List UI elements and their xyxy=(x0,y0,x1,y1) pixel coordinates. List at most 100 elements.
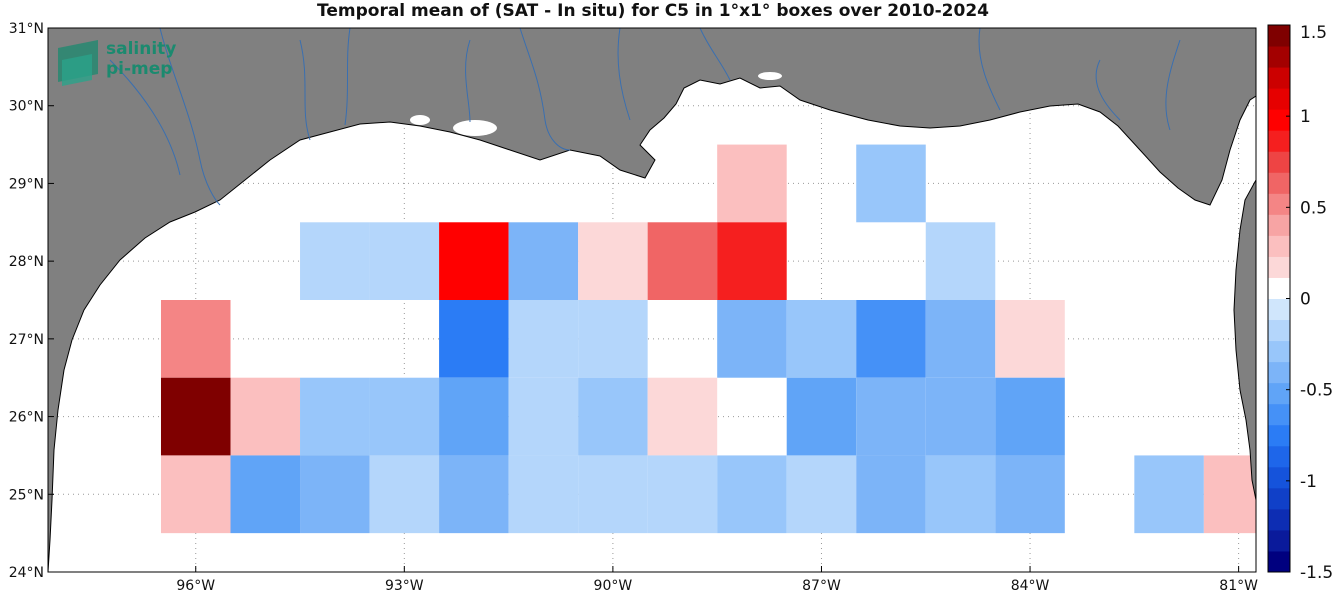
x-tick-label-4: 84°W xyxy=(1011,578,1050,594)
heatmap-cell-18 xyxy=(995,300,1065,378)
heatmap-cell-14 xyxy=(717,300,787,378)
y-axis-ticks: 24°N 25°N 26°N 27°N 28°N 29°N 30°N 31°N xyxy=(9,21,54,581)
y-tick-label-4: 28°N xyxy=(9,254,44,270)
colorbar-segment-24 xyxy=(1268,46,1290,68)
colorbar-segment-10 xyxy=(1268,340,1290,363)
land-layer xyxy=(48,28,1256,572)
colorbar-segment-25 xyxy=(1268,25,1290,47)
colorbar-segment-12 xyxy=(1268,298,1290,321)
heatmap-cell-12 xyxy=(508,300,579,378)
colorbar-segment-16 xyxy=(1268,214,1290,236)
colorbar-tick-label-5: -1 xyxy=(1300,472,1317,492)
colorbar-tick-label-3: 0 xyxy=(1300,290,1311,310)
y-tick-label-7: 31°N xyxy=(9,21,44,37)
heatmap-cell-0 xyxy=(717,144,787,223)
x-tick-label-3: 87°W xyxy=(802,578,841,594)
heatmap-cell-45 xyxy=(1203,455,1256,534)
colorbar-segment-23 xyxy=(1268,67,1290,89)
heatmap-cell-27 xyxy=(786,377,857,456)
x-axis-ticks: 96°W 93°W 90°W 87°W 84°W 81°W xyxy=(176,566,1258,594)
heatmap-cell-6 xyxy=(578,222,648,300)
colorbar-segment-13 xyxy=(1268,277,1290,299)
colorbar-segment-11 xyxy=(1268,319,1290,342)
colorbar-segment-20 xyxy=(1268,130,1290,152)
logo-line1: salinity xyxy=(106,39,176,59)
colorbar-segment-3 xyxy=(1268,487,1290,510)
heatmap-cell-19 xyxy=(160,377,231,456)
heatmap-cell-41 xyxy=(856,455,926,534)
heatmap-cell-26 xyxy=(647,377,718,456)
colorbar-segment-18 xyxy=(1268,172,1290,194)
heatmap-cell-44 xyxy=(1134,455,1204,534)
colorbar-segment-14 xyxy=(1268,256,1290,278)
heatmap-cell-3 xyxy=(369,222,440,300)
heatmap-cell-17 xyxy=(925,300,996,378)
heatmap-cell-31 xyxy=(160,455,231,534)
heatmap-cells xyxy=(160,144,1256,534)
heatmap-cell-25 xyxy=(578,377,648,456)
y-tick-label-5: 29°N xyxy=(9,176,44,192)
colorbar-segment-21 xyxy=(1268,109,1290,131)
heatmap-cell-8 xyxy=(717,222,787,300)
heatmap-cell-29 xyxy=(925,377,996,456)
land-north-coast xyxy=(48,28,1256,572)
rivers xyxy=(109,28,1181,206)
mobile-bay xyxy=(758,72,782,80)
colorbar-segment-17 xyxy=(1268,193,1290,215)
colorbar-tick-label-1: 1 xyxy=(1300,107,1311,127)
colorbar-tick-label-6: -1.5 xyxy=(1300,563,1333,583)
heatmap-cell-35 xyxy=(439,455,509,534)
heatmap-cell-23 xyxy=(439,377,509,456)
colorbar-segment-19 xyxy=(1268,151,1290,173)
colorbar-ticks: 1.5 1 0.5 0 -0.5 -1 -1.5 xyxy=(1286,23,1333,583)
colorbar-tick-label-4: -0.5 xyxy=(1300,381,1333,401)
heatmap-cell-30 xyxy=(995,377,1065,456)
heatmap-cell-7 xyxy=(647,222,718,300)
colorbar-segment-7 xyxy=(1268,403,1290,426)
heatmap-cell-38 xyxy=(647,455,718,534)
y-tick-label-2: 26°N xyxy=(9,410,44,426)
heatmap-cell-2 xyxy=(300,222,370,300)
x-tick-label-1: 93°W xyxy=(385,578,424,594)
heatmap-cell-13 xyxy=(578,300,648,378)
colorbar-segment-0 xyxy=(1268,550,1290,573)
heatmap-cell-1 xyxy=(856,144,926,223)
heatmap-cell-15 xyxy=(786,300,857,378)
heatmap-cell-32 xyxy=(230,455,301,534)
x-tick-label-2: 90°W xyxy=(594,578,633,594)
heatmap-cell-33 xyxy=(300,455,370,534)
colorbar-segment-8 xyxy=(1268,382,1290,405)
y-tick-label-6: 30°N xyxy=(9,99,44,115)
lake-pontchartrain xyxy=(453,120,497,136)
colorbar-segment-2 xyxy=(1268,508,1290,531)
heatmap-cell-22 xyxy=(369,377,440,456)
plot-frame xyxy=(47,27,1257,573)
colorbar-segment-5 xyxy=(1268,445,1290,468)
heatmap-cell-36 xyxy=(508,455,579,534)
heatmap-cell-16 xyxy=(856,300,926,378)
lake-maurepas xyxy=(410,115,430,125)
colorbar-tick-label-0: 1.5 xyxy=(1300,23,1327,43)
colorbar-segment-4 xyxy=(1268,466,1290,489)
heatmap-cell-5 xyxy=(508,222,579,300)
colorbar-segment-22 xyxy=(1268,88,1290,110)
heatmap-cell-9 xyxy=(925,222,996,300)
colorbar xyxy=(1267,24,1291,573)
y-tick-label-0: 24°N xyxy=(9,565,44,581)
heatmap-cell-28 xyxy=(856,377,926,456)
heatmap-cell-21 xyxy=(300,377,370,456)
heatmap-cell-4 xyxy=(439,222,509,300)
heatmap-cell-11 xyxy=(439,300,509,378)
heatmap-cell-10 xyxy=(160,300,231,378)
y-tick-label-1: 25°N xyxy=(9,487,44,503)
chart-title: Temporal mean of (SAT - In situ) for C5 … xyxy=(317,1,989,21)
salinity-pi-mep-logo: salinity pi-mep xyxy=(58,39,176,86)
logo-line2: pi-mep xyxy=(106,59,172,79)
x-tick-label-0: 96°W xyxy=(176,578,215,594)
colorbar-segment-9 xyxy=(1268,361,1290,384)
heatmap-cell-40 xyxy=(786,455,857,534)
colorbar-segment-1 xyxy=(1268,529,1290,552)
heatmap-cell-39 xyxy=(717,455,787,534)
heatmap-cell-42 xyxy=(925,455,996,534)
